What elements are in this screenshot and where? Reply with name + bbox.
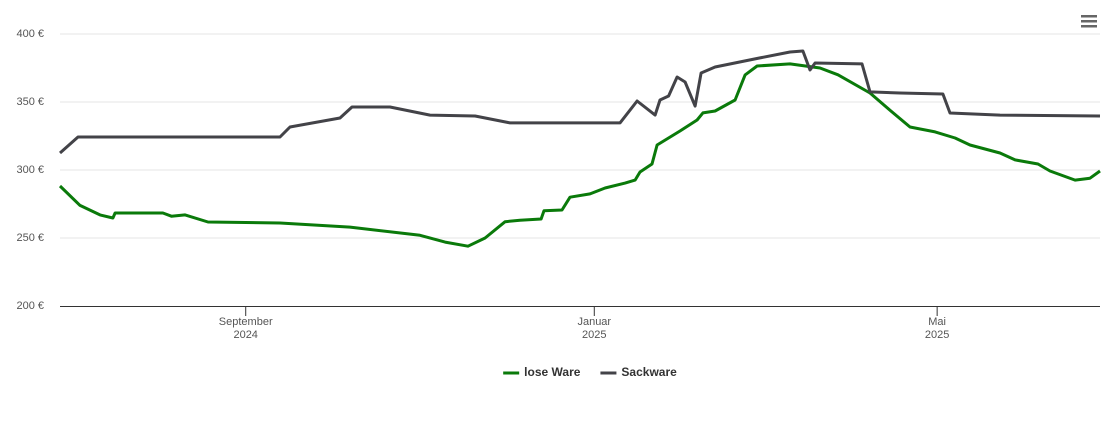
menu-button[interactable] xyxy=(1081,15,1097,28)
legend-item[interactable]: Sackware xyxy=(600,365,677,379)
legend-label: Sackware xyxy=(621,365,677,379)
series-line xyxy=(58,62,1101,248)
y-tick-label: 350 € xyxy=(16,96,44,108)
legend-item[interactable]: lose Ware xyxy=(503,365,581,379)
x-tick-label: Januar 2025 xyxy=(577,316,612,341)
menu-bar xyxy=(1081,20,1097,23)
x-tick-label: Mai 2025 xyxy=(924,316,950,341)
x-tick-label: September 2024 xyxy=(218,316,273,341)
y-tick-label: 250 € xyxy=(16,232,44,244)
y-tick-label: 300 € xyxy=(16,164,44,176)
menu-bar xyxy=(1081,15,1097,18)
y-tick-label: 400 € xyxy=(16,28,44,40)
y-tick-label: 200 € xyxy=(16,300,44,312)
series-line xyxy=(59,49,1101,155)
legend-label: lose Ware xyxy=(524,365,581,379)
menu-bar xyxy=(1081,25,1097,28)
